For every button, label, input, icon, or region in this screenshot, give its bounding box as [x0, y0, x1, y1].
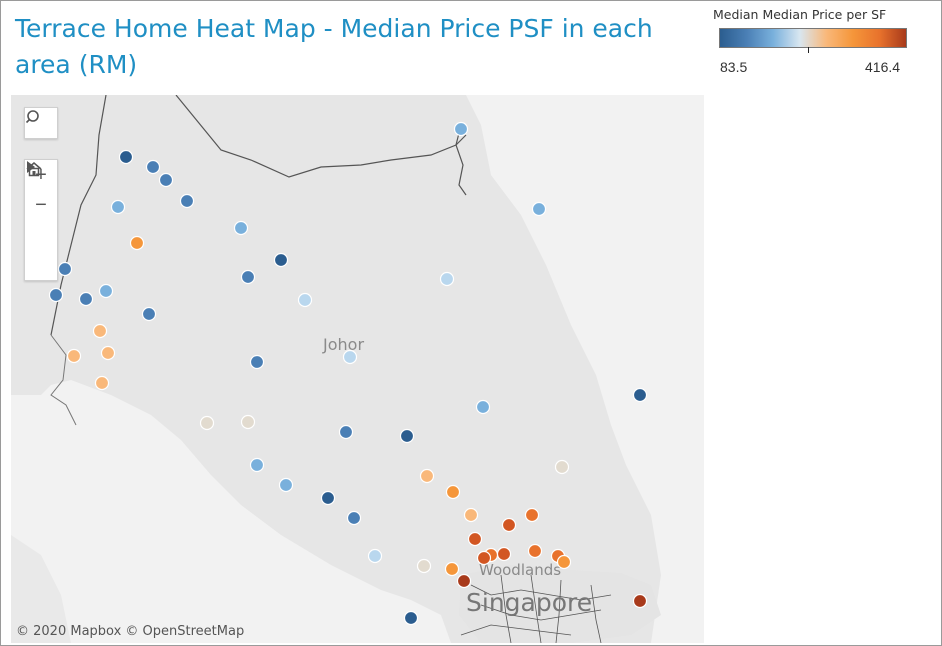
map-zoom-controls: + −: [24, 159, 58, 281]
price-point-34[interactable]: [554, 459, 570, 475]
price-point-41[interactable]: [467, 531, 483, 547]
price-point-37[interactable]: [346, 510, 362, 526]
price-point-11[interactable]: [240, 269, 256, 285]
coast-border-east: [455, 124, 467, 196]
price-point-24[interactable]: [342, 349, 358, 365]
legend-title: Median Median Price per SF: [713, 7, 887, 22]
price-point-8[interactable]: [129, 235, 145, 251]
price-point-45[interactable]: [527, 543, 543, 559]
price-point-27[interactable]: [199, 415, 215, 431]
price-point-50[interactable]: [444, 561, 460, 577]
price-point-20[interactable]: [100, 345, 116, 361]
price-point-51[interactable]: [456, 573, 472, 589]
price-point-3[interactable]: [145, 159, 161, 175]
price-point-9[interactable]: [273, 252, 289, 268]
play-icon[interactable]: [25, 161, 57, 280]
price-point-48[interactable]: [367, 548, 383, 564]
plus-icon[interactable]: +: [35, 163, 47, 186]
singapore-roads: [460, 574, 612, 643]
price-point-1[interactable]: [453, 121, 469, 137]
price-point-15[interactable]: [297, 292, 313, 308]
price-point-18[interactable]: [141, 306, 157, 322]
place-label-woodlands: Woodlands: [479, 561, 561, 579]
map-attribution: © 2020 Mapbox © OpenStreetMap: [16, 624, 245, 639]
price-point-28[interactable]: [240, 414, 256, 430]
price-point-31[interactable]: [249, 457, 265, 473]
state-border-west: [50, 95, 107, 336]
state-border-north: [175, 95, 467, 178]
price-point-7[interactable]: [233, 220, 249, 236]
price-point-23[interactable]: [249, 354, 265, 370]
place-label-johor: Johor: [322, 335, 364, 354]
south-china-sea: [466, 95, 704, 643]
price-point-2[interactable]: [118, 149, 134, 165]
price-point-25[interactable]: [632, 387, 648, 403]
home-icon[interactable]: [25, 162, 57, 250]
price-point-14[interactable]: [48, 287, 64, 303]
price-points-layer: [48, 121, 648, 626]
minus-icon[interactable]: −: [35, 193, 47, 216]
price-point-30[interactable]: [399, 428, 415, 444]
price-point-5[interactable]: [179, 193, 195, 209]
page-title: Terrace Home Heat Map - Median Price PSF…: [15, 14, 653, 79]
price-point-53[interactable]: [403, 610, 419, 626]
price-point-35[interactable]: [445, 484, 461, 500]
color-legend: Median Median Price per SF: [713, 7, 913, 53]
price-point-17[interactable]: [531, 201, 547, 217]
price-point-43[interactable]: [476, 550, 492, 566]
coast-border-west: [50, 334, 77, 426]
price-point-32[interactable]: [278, 477, 294, 493]
price-point-33[interactable]: [419, 468, 435, 484]
sumatra-land: [11, 535, 71, 643]
price-point-4[interactable]: [158, 172, 174, 188]
price-point-10[interactable]: [57, 261, 73, 277]
price-point-40[interactable]: [524, 507, 540, 523]
legend-max-label: 416.4: [865, 59, 901, 75]
price-point-19[interactable]: [92, 323, 108, 339]
price-point-21[interactable]: [66, 348, 82, 364]
price-point-6[interactable]: [110, 199, 126, 215]
search-icon[interactable]: [25, 108, 57, 138]
price-point-26[interactable]: [475, 399, 491, 415]
price-point-22[interactable]: [94, 375, 110, 391]
map-canvas[interactable]: Johor Woodlands Singapore: [11, 95, 704, 643]
price-point-16[interactable]: [439, 271, 455, 287]
price-point-36[interactable]: [320, 490, 336, 506]
price-point-12[interactable]: [78, 291, 94, 307]
legend-midpoint-mark: [808, 47, 809, 53]
map-view[interactable]: Johor Woodlands Singapore + − © 2020 Map…: [11, 95, 704, 643]
legend-gradient-bar: [719, 28, 907, 53]
price-point-29[interactable]: [338, 424, 354, 440]
price-point-49[interactable]: [416, 558, 432, 574]
price-point-13[interactable]: [98, 283, 114, 299]
map-search-control[interactable]: [24, 107, 58, 139]
place-label-singapore: Singapore: [466, 588, 592, 617]
price-point-38[interactable]: [463, 507, 479, 523]
price-point-52[interactable]: [632, 593, 648, 609]
legend-min-label: 83.5: [720, 59, 748, 75]
price-point-44[interactable]: [496, 546, 512, 562]
price-point-39[interactable]: [501, 517, 517, 533]
strait-of-malacca: [11, 380, 451, 643]
price-point-47[interactable]: [556, 554, 572, 570]
